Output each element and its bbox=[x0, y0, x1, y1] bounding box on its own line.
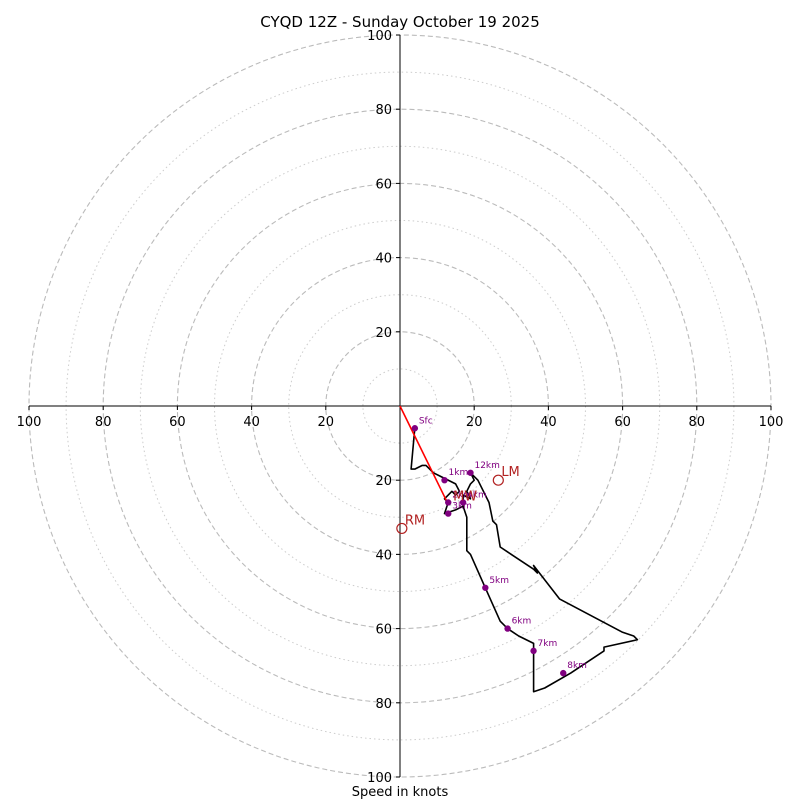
x-axis-label: Speed in knots bbox=[352, 785, 449, 800]
shear-vector bbox=[399, 405, 449, 505]
height-marker-label: 1km bbox=[449, 468, 469, 478]
storm-motion-marker bbox=[396, 522, 408, 535]
height-marker-point bbox=[445, 510, 452, 517]
height-marker-point bbox=[459, 499, 467, 506]
x-tick-label: 20 bbox=[318, 415, 335, 430]
height-marker-label: 5km bbox=[489, 576, 509, 586]
chart-title: CYQD 12Z - Sunday October 19 2025 bbox=[260, 13, 540, 31]
height-markers: Sfc 1km 2km 3km 4km 5km 6km 7km 8km 12km bbox=[411, 416, 587, 677]
y-tick-label: 60 bbox=[375, 177, 392, 192]
y-tick-label: 40 bbox=[375, 252, 392, 267]
y-tick-label: 80 bbox=[375, 697, 392, 712]
y-tick-label: 20 bbox=[375, 474, 392, 489]
x-tick-label: 80 bbox=[689, 415, 706, 430]
height-marker-point bbox=[560, 669, 567, 677]
x-tick-label: 40 bbox=[243, 415, 260, 430]
shear-vector-line bbox=[399, 405, 449, 505]
height-marker-label: 7km bbox=[538, 639, 558, 649]
y-tick-label: 60 bbox=[375, 623, 392, 638]
x-tick-label: 100 bbox=[759, 415, 784, 430]
height-marker-label: 4km bbox=[467, 490, 487, 500]
storm-motion-markers: RM LM MW bbox=[396, 465, 520, 535]
x-tick-label: 80 bbox=[95, 415, 112, 430]
x-tick-label: 100 bbox=[17, 415, 42, 430]
storm-motion-marker bbox=[492, 474, 504, 486]
height-marker-label: Sfc bbox=[419, 416, 433, 426]
x-tick-label: 60 bbox=[169, 415, 186, 430]
y-tick-labels: 100 80 60 40 20 20 40 60 80 100 bbox=[367, 29, 392, 786]
x-tick-label: 20 bbox=[466, 415, 483, 430]
height-marker-point bbox=[411, 425, 419, 432]
x-tick-label: 60 bbox=[614, 415, 631, 430]
height-marker-label: 12km bbox=[474, 461, 499, 471]
y-tick-label: 20 bbox=[375, 326, 392, 341]
height-marker-label: 3km bbox=[452, 502, 472, 512]
y-tick-label: 100 bbox=[367, 771, 392, 786]
y-tick-label: 100 bbox=[367, 29, 392, 44]
hodograph-line bbox=[410, 428, 639, 693]
height-marker-point bbox=[482, 584, 489, 591]
height-marker-point bbox=[530, 647, 537, 655]
x-tick-labels: 100 80 60 40 20 20 40 60 80 100 bbox=[17, 415, 784, 430]
storm-motion-label: MW bbox=[453, 489, 477, 504]
height-marker-label: 6km bbox=[512, 617, 532, 627]
storm-motion-label: RM bbox=[405, 513, 425, 528]
hodograph-trace bbox=[410, 428, 639, 693]
height-marker-point bbox=[445, 499, 452, 506]
x-tick-label: 40 bbox=[540, 415, 557, 430]
height-marker-point bbox=[441, 477, 448, 484]
storm-motion-label: LM bbox=[501, 465, 519, 480]
height-marker-point bbox=[467, 469, 474, 476]
height-marker-label: 8km bbox=[567, 661, 587, 671]
height-marker-point bbox=[504, 625, 511, 632]
height-marker-label: 2km bbox=[452, 490, 472, 500]
y-tick-label: 40 bbox=[375, 548, 392, 563]
y-tick-label: 80 bbox=[375, 103, 392, 118]
